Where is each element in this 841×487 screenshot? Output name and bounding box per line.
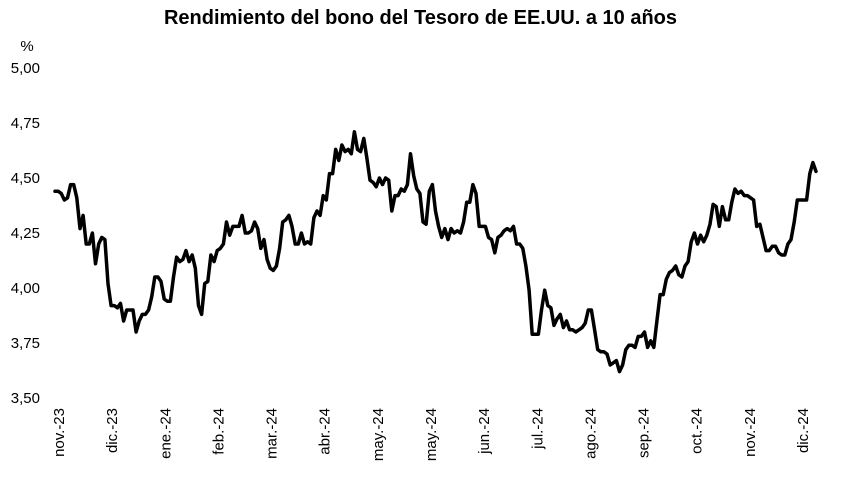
x-tick-label: oct.-24 [689, 408, 706, 454]
chart-title: Rendimiento del bono del Tesoro de EE.UU… [163, 7, 678, 29]
x-axis: nov.-23 dic.-23 ene.-24 feb.-24 mar.-24 abr.-… [51, 408, 812, 461]
x-tick-label: jun.-24 [476, 408, 493, 455]
plot-area [53, 130, 818, 374]
x-tick-label: dic.-24 [795, 408, 812, 453]
y-tick-label: 3,50 [11, 390, 40, 407]
y-tick-label: 4,25 [11, 225, 40, 242]
y-tick-label: 4,75 [11, 115, 40, 132]
x-tick-label: mar.-24 [264, 408, 281, 459]
x-tick-label: nov.-23 [51, 408, 68, 457]
y-tick-label: 3,75 [11, 335, 40, 352]
x-tick-label: sep.-24 [636, 408, 653, 458]
x-tick-label: ene.-24 [157, 408, 174, 459]
x-tick-label: abr.-24 [317, 408, 334, 455]
x-tick-label: dic.-23 [104, 408, 121, 453]
yield-series-line [53, 130, 818, 374]
x-tick-label: nov.-24 [742, 408, 759, 457]
x-tick-label: jul.-24 [529, 408, 546, 450]
y-axis-unit-label: % [20, 38, 33, 55]
y-axis: % 3,50 3,75 4,00 4,25 4,50 4,75 5,00 [11, 38, 40, 407]
y-tick-label: 5,00 [11, 60, 40, 77]
x-tick-label: ago.-24 [582, 408, 599, 459]
y-tick-label: 4,50 [11, 170, 40, 187]
x-tick-label: may.-24 [423, 408, 440, 461]
x-tick-label: feb.-24 [210, 408, 227, 455]
x-tick-label: may.-24 [370, 408, 387, 461]
y-tick-label: 4,00 [11, 280, 40, 297]
